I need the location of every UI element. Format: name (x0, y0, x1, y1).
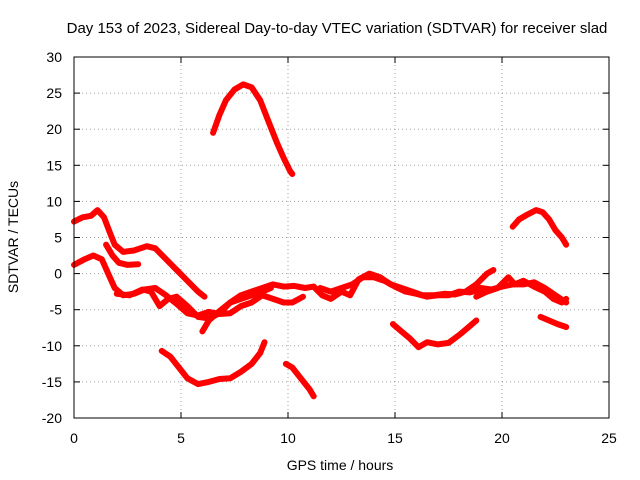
x-tick-label: 25 (601, 430, 617, 446)
series-line-s10 (317, 274, 484, 300)
grid-lines (74, 57, 609, 418)
y-axis-label: SDTVAR / TECUs (5, 181, 21, 293)
x-tick-label: 0 (70, 430, 78, 446)
axis-ticks (73, 56, 610, 419)
series-line-s1 (71, 207, 208, 300)
series-line-s3 (103, 241, 142, 268)
y-tick-label: 0 (54, 266, 62, 282)
series-line-s7 (210, 81, 296, 177)
x-tick-label: 15 (387, 430, 403, 446)
y-tick-label: 15 (46, 157, 62, 173)
series-line-s2 (71, 252, 306, 319)
series-line-s14 (509, 207, 570, 248)
x-tick-labels: 0 5 10 15 20 25 (70, 430, 617, 446)
y-tick-label: 5 (54, 230, 62, 246)
chart-title: Day 153 of 2023, Sidereal Day-to-day VTE… (67, 20, 608, 37)
series-line-s12 (473, 274, 570, 306)
series-line-s6 (158, 339, 268, 388)
y-tick-label: 25 (46, 85, 62, 101)
x-tick-label: 20 (494, 430, 510, 446)
series-line-s15 (537, 313, 570, 330)
series-line-s8 (282, 360, 317, 400)
x-tick-label: 5 (177, 430, 185, 446)
series-line-s5 (199, 281, 317, 335)
y-tick-label: 20 (46, 121, 62, 137)
y-tick-label: 30 (46, 49, 62, 65)
x-tick-label: 10 (280, 430, 296, 446)
y-tick-label: -20 (42, 410, 62, 426)
y-tick-label: -5 (50, 302, 63, 318)
series-line-s13 (389, 317, 480, 351)
x-axis-label: GPS time / hours (287, 457, 394, 473)
y-tick-label: -15 (42, 374, 62, 390)
y-tick-label: -10 (42, 338, 62, 354)
y-tick-label: 10 (46, 193, 62, 209)
y-tick-labels: -20 -15 -10 -5 0 5 10 15 20 25 30 (42, 49, 62, 426)
data-series-group (71, 81, 570, 400)
series-line-s4 (113, 285, 274, 322)
